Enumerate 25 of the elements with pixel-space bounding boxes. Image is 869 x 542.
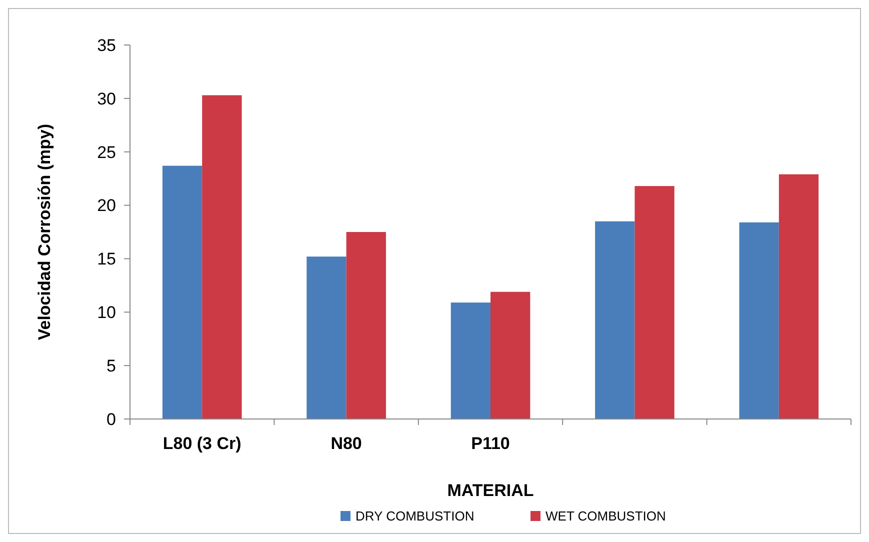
bar bbox=[739, 222, 779, 419]
bar bbox=[778, 174, 819, 419]
y-tick-label: 10 bbox=[97, 303, 116, 322]
legend-label: WET COMBUSTION bbox=[546, 508, 666, 524]
bar bbox=[346, 232, 386, 419]
y-tick-label: 0 bbox=[106, 410, 116, 429]
bar bbox=[450, 302, 490, 419]
bar bbox=[490, 292, 530, 419]
x-tick-label: P110 bbox=[471, 434, 510, 453]
x-axis-title: MATERIAL bbox=[447, 481, 534, 500]
y-tick-label: 15 bbox=[97, 250, 116, 269]
x-tick-label: N80 bbox=[330, 434, 362, 453]
bar bbox=[162, 166, 202, 419]
y-tick-label: 35 bbox=[97, 36, 116, 55]
y-tick-label: 30 bbox=[97, 89, 116, 108]
bar bbox=[306, 256, 346, 419]
y-tick-label: 5 bbox=[106, 356, 116, 376]
legend-label: DRY COMBUSTION bbox=[356, 508, 474, 524]
y-tick-label: 25 bbox=[97, 142, 116, 162]
x-tick-label: L80 (3 Cr) bbox=[162, 434, 242, 453]
bar bbox=[595, 221, 635, 419]
y-axis-title: Velocidad Corrosión (mpy) bbox=[35, 124, 54, 340]
bar bbox=[202, 95, 242, 419]
y-tick-label: 20 bbox=[97, 196, 116, 216]
bar bbox=[634, 186, 674, 419]
